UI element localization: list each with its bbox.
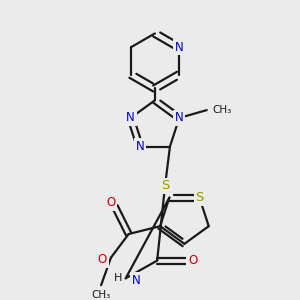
Text: N: N [132, 274, 140, 287]
Text: N: N [126, 112, 135, 124]
Text: O: O [188, 254, 197, 267]
Text: N: N [174, 41, 183, 54]
Text: S: S [161, 179, 169, 192]
Text: N: N [175, 112, 184, 124]
Text: S: S [195, 191, 204, 204]
Text: H: H [113, 273, 122, 283]
Text: O: O [106, 196, 116, 209]
Text: O: O [98, 253, 107, 266]
Text: CH₃: CH₃ [213, 105, 232, 115]
Text: N: N [136, 140, 144, 153]
Text: CH₃: CH₃ [92, 290, 111, 300]
